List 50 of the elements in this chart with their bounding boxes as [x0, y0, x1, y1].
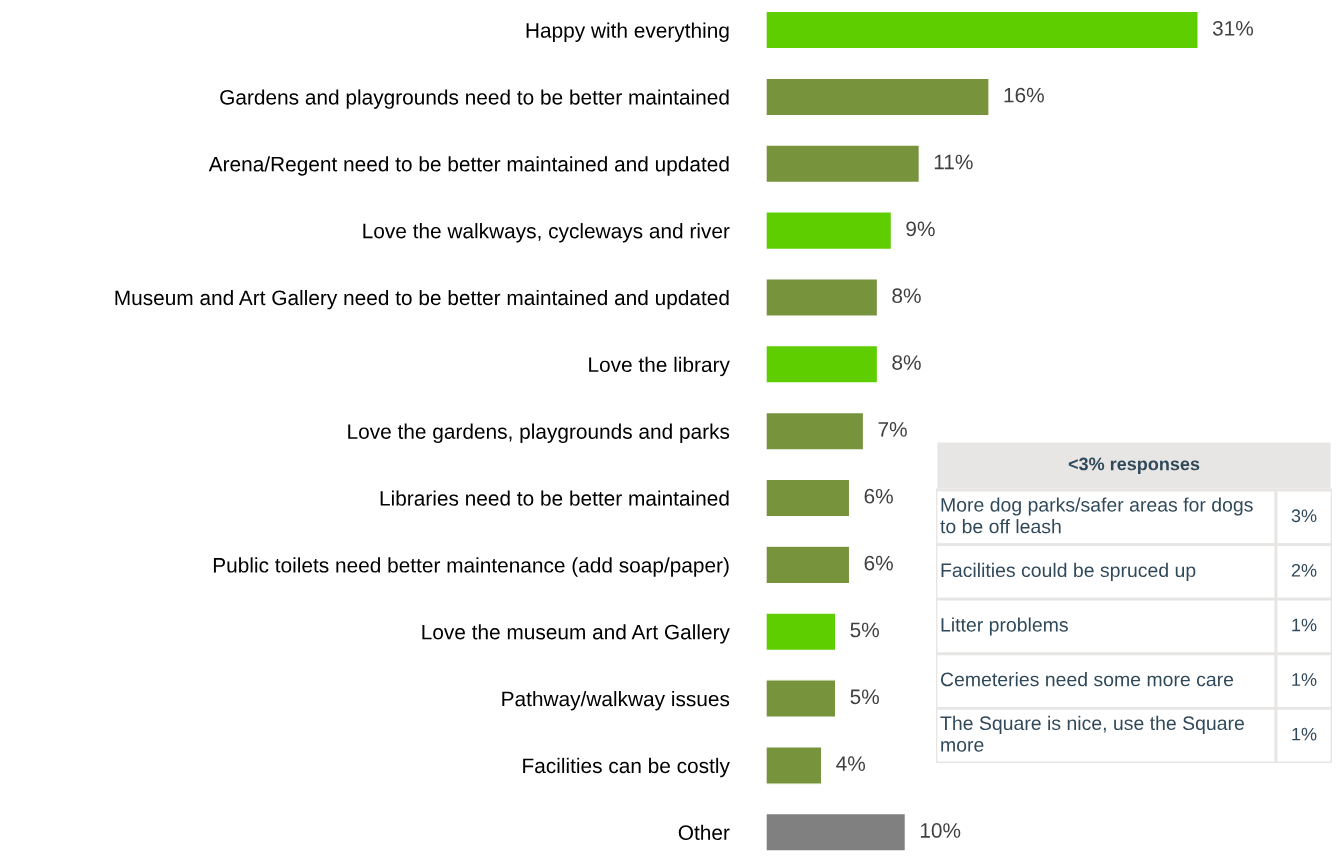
category-label: Facilities could be spruced up [941, 562, 1196, 581]
data-label: 11% [934, 154, 973, 170]
bar [766, 478, 851, 518]
y-tick-label: Facilities can be costly [523, 757, 730, 778]
text: 3% [1291, 509, 1317, 523]
data-label: 5% [850, 689, 879, 705]
bar [766, 211, 893, 251]
category-label: Litter problems [941, 617, 1068, 636]
data-label: 6% [864, 555, 893, 571]
y-tick-label: Happy with everything [526, 22, 729, 42]
y-tick-label: Love the gardens, playgrounds and parks [348, 423, 730, 444]
text: 1% [1292, 727, 1317, 741]
bar [766, 411, 865, 451]
y-tick-label: Love the museum and Art Gallery [422, 624, 730, 644]
bar [766, 344, 879, 384]
y-tick-label: Public toilets need better maintenance (add soap/paper) [213, 557, 729, 577]
bar [766, 745, 823, 785]
y-tick-label: Libraries need to be better maintained [380, 490, 729, 506]
data-label: 31% [1212, 20, 1254, 36]
data-label: 6% [864, 488, 893, 504]
data-label: 8% [892, 355, 921, 370]
bar [766, 10, 1199, 50]
data-label: 16% [1004, 87, 1044, 103]
text: <3% responses [1068, 457, 1200, 474]
data-label: 5% [850, 622, 879, 638]
data-label: 4% [836, 756, 866, 771]
category-label: The Square is nice, use the Square more [940, 715, 1244, 752]
bar [766, 812, 907, 852]
y-tick-label: Other [678, 824, 730, 841]
y-tick-label: Museum and Art Gallery need to be better maintained and updated [115, 289, 729, 310]
category-label: More dog parks/safer areas for dogs to be off leash [940, 497, 1253, 534]
data-label: 8% [892, 288, 921, 304]
bar [766, 278, 879, 317]
text: 1% [1292, 673, 1317, 686]
data-label: 9% [906, 221, 935, 237]
y-tick-label: Love the walkways, cycleways and river [363, 223, 730, 243]
text: 1% [1292, 618, 1317, 632]
data-label: 10% [920, 823, 961, 838]
bar [766, 612, 837, 652]
y-tick-label: Pathway/walkway issues [502, 691, 730, 711]
bar [766, 679, 837, 718]
y-tick-label: Love the library [589, 356, 730, 377]
y-tick-label: Arena/Regent need to be better maintained and updated [208, 156, 729, 176]
category-label: Cemeteries need some more care [940, 672, 1234, 687]
text: 2% [1291, 563, 1317, 577]
y-tick-label: Gardens and playgrounds need to be better maintained [220, 89, 729, 109]
data-label: 7% [878, 422, 907, 437]
bar [766, 77, 990, 117]
bar [766, 545, 851, 585]
bar [766, 144, 921, 184]
